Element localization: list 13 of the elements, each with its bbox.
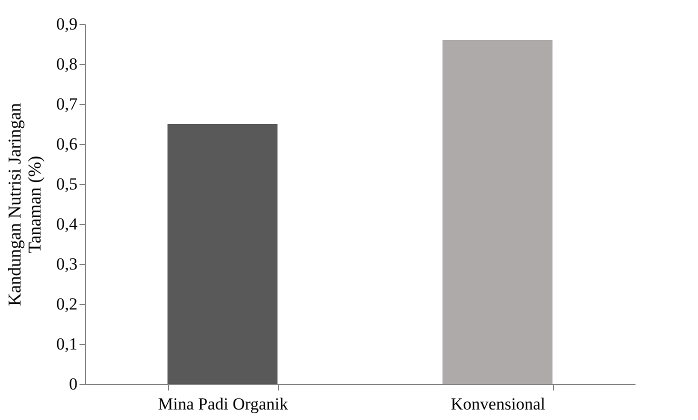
x-tick-label: Mina Padi Organik (158, 394, 288, 414)
y-tick-label: 0,6 (56, 134, 78, 154)
y-tick-label: 0,1 (56, 334, 78, 354)
y-tick-label: 0 (69, 374, 78, 394)
y-tick-label: 0,7 (56, 94, 78, 114)
y-tick-label: 0,3 (56, 254, 78, 274)
x-tick-label: Konvensional (450, 394, 546, 414)
y-tick-label: 0,8 (56, 54, 78, 74)
y-tick-label: 0,4 (56, 214, 78, 234)
y-axis-title: Kandungan Nutrisi Jaringan Tanaman (%) (4, 103, 44, 306)
y-tick-label: 0,5 (56, 174, 78, 194)
y-tick-label: 0,9 (56, 14, 78, 34)
y-tick-label: 0,2 (56, 294, 78, 314)
